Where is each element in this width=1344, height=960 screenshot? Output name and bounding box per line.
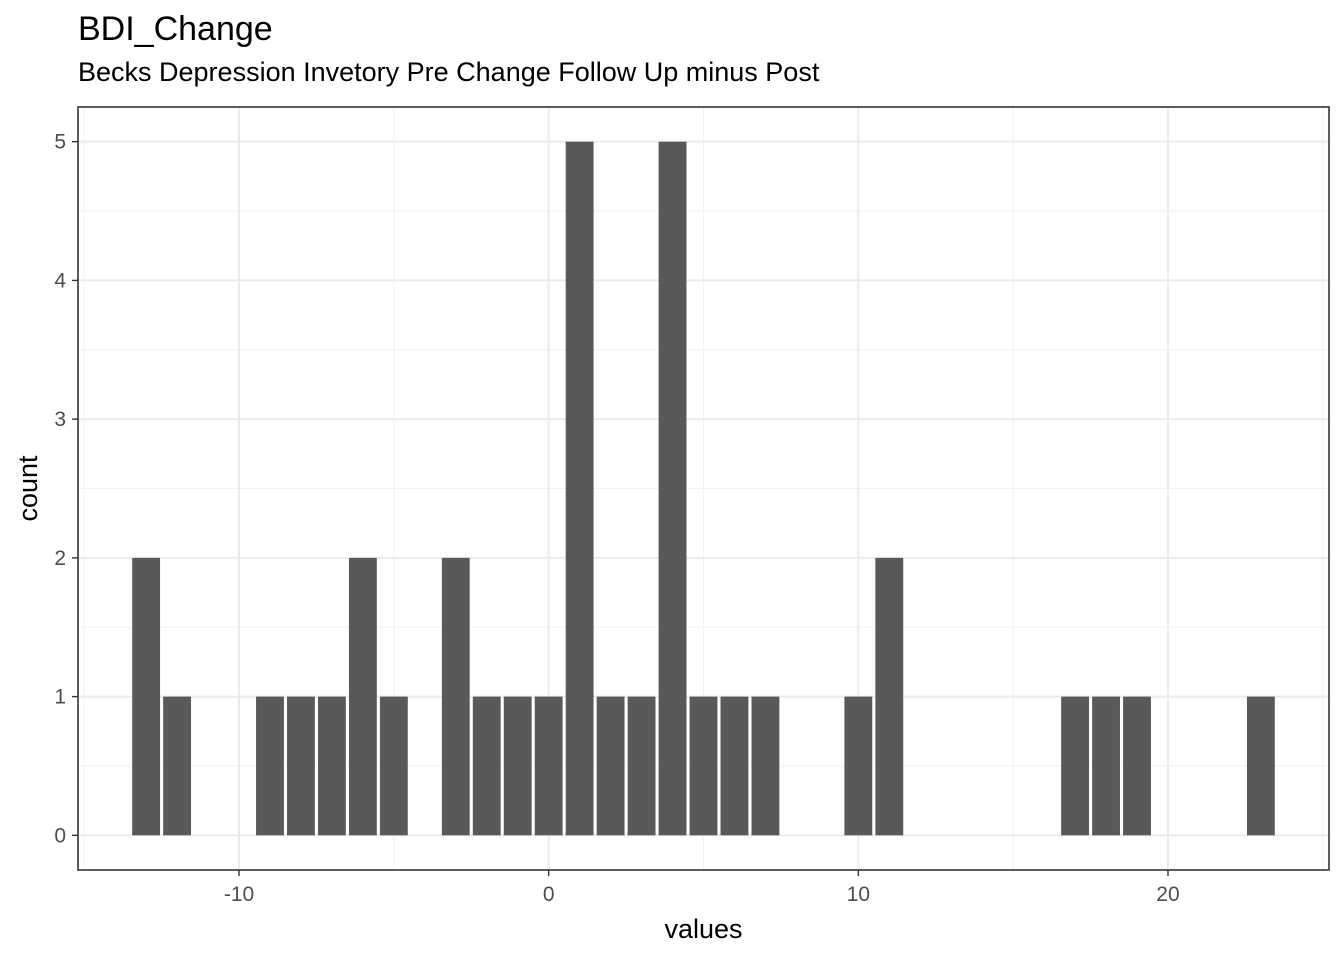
histogram-bar bbox=[596, 696, 625, 836]
histogram-bar bbox=[1123, 696, 1151, 836]
histogram-bar bbox=[875, 557, 904, 836]
histogram-bar bbox=[627, 696, 656, 836]
histogram-bar bbox=[256, 696, 284, 836]
grid-layer bbox=[78, 107, 1329, 870]
histogram-bar bbox=[379, 696, 408, 836]
y-axis-title: count bbox=[13, 455, 43, 522]
histogram-bar bbox=[132, 557, 161, 836]
chart-title: BDI_Change bbox=[78, 10, 273, 48]
y-tick-label: 2 bbox=[54, 547, 66, 570]
x-tick-label: -10 bbox=[224, 883, 254, 906]
y-tick-label: 1 bbox=[54, 686, 66, 709]
histogram-bar bbox=[720, 696, 749, 836]
histogram-bar bbox=[1061, 696, 1090, 836]
histogram-bar bbox=[534, 696, 563, 836]
x-tick-label: 0 bbox=[543, 883, 555, 906]
x-axis-title: values bbox=[664, 914, 742, 944]
y-tick-label: 4 bbox=[54, 269, 66, 292]
chart-subtitle: Becks Depression Invetory Pre Change Fol… bbox=[78, 57, 820, 87]
histogram-bar bbox=[1246, 696, 1275, 836]
panel-border bbox=[77, 106, 1330, 871]
histogram-bar bbox=[1092, 696, 1120, 836]
histogram-bar bbox=[317, 696, 346, 836]
x-tick-label: 20 bbox=[1156, 883, 1179, 906]
bars-layer bbox=[132, 141, 1275, 836]
histogram-bar bbox=[472, 696, 501, 836]
y-tick-label: 5 bbox=[54, 131, 66, 154]
histogram-bar bbox=[503, 696, 532, 836]
histogram-bar bbox=[565, 141, 594, 836]
axes-layer: -10 0 10 20 0 1 2 3 4 5 bbox=[54, 131, 1179, 906]
y-tick-label: 0 bbox=[54, 824, 66, 847]
histogram-bar bbox=[751, 696, 780, 836]
y-tick-label: 3 bbox=[54, 408, 66, 431]
histogram-bar bbox=[441, 557, 470, 836]
histogram-bar bbox=[287, 696, 315, 836]
histogram-bar bbox=[163, 696, 192, 836]
histogram-bar bbox=[844, 696, 873, 836]
histogram-bar bbox=[348, 557, 377, 836]
x-tick-label: 10 bbox=[847, 883, 870, 906]
histogram-bar bbox=[658, 141, 687, 836]
histogram-bar bbox=[689, 696, 718, 836]
